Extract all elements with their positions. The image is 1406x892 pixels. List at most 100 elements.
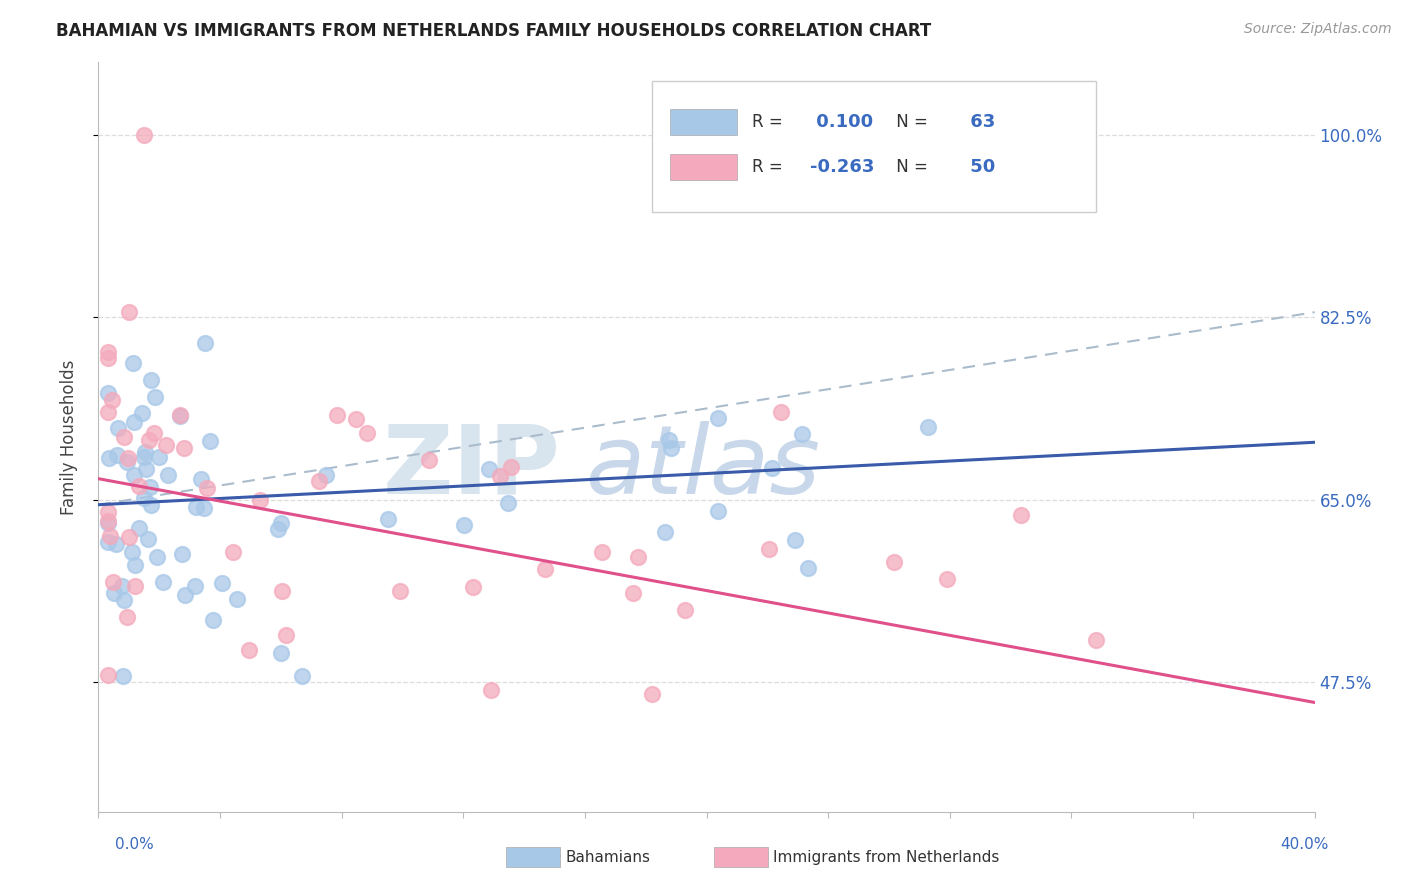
Point (96, 514, 118, 528)
Point (270, 584, 292, 599)
Point (138, 480, 160, 494)
Point (267, 522, 290, 536)
Point (883, 555, 905, 569)
Point (111, 579, 134, 593)
Point (534, 562, 557, 576)
Text: 0.100: 0.100 (810, 113, 873, 131)
Point (169, 409, 191, 424)
Text: 50: 50 (965, 159, 995, 177)
Text: Bahamians: Bahamians (565, 850, 650, 864)
Point (198, 434, 221, 448)
Point (134, 444, 156, 458)
Point (917, 419, 939, 434)
Point (152, 574, 174, 589)
Point (121, 545, 143, 559)
Point (761, 460, 783, 475)
Point (758, 542, 780, 557)
Point (1011, 508, 1033, 522)
Point (659, 441, 682, 455)
Point (117, 451, 139, 466)
Point (124, 558, 146, 573)
Point (124, 579, 146, 593)
Point (591, 544, 613, 558)
Point (98, 529, 121, 543)
Text: 63: 63 (965, 113, 995, 131)
Point (453, 517, 475, 532)
Text: -0.263: -0.263 (810, 159, 875, 177)
Point (128, 521, 150, 535)
Point (496, 496, 519, 510)
Point (238, 643, 260, 657)
Point (658, 434, 681, 448)
Point (169, 408, 191, 422)
Point (194, 336, 217, 351)
Point (143, 390, 166, 404)
Point (96, 668, 118, 682)
Point (790, 426, 813, 441)
Point (103, 585, 125, 599)
Point (96, 344, 118, 359)
Point (641, 687, 664, 701)
Point (173, 442, 195, 456)
Text: 40.0%: 40.0% (1281, 838, 1329, 852)
Point (673, 603, 696, 617)
Point (135, 462, 157, 476)
Y-axis label: Family Households: Family Households (59, 359, 77, 515)
Point (122, 415, 145, 429)
Point (270, 516, 292, 530)
Point (118, 305, 141, 319)
Point (132, 128, 155, 143)
Point (173, 588, 195, 602)
Point (463, 580, 485, 594)
Point (122, 356, 145, 370)
Point (1084, 632, 1107, 647)
Text: ZIP: ZIP (382, 420, 561, 514)
Point (104, 537, 127, 551)
Point (785, 533, 807, 548)
Point (107, 421, 129, 435)
Point (249, 493, 271, 508)
Point (155, 438, 177, 452)
Point (222, 545, 245, 559)
Point (706, 503, 728, 517)
Point (172, 547, 194, 561)
Text: 0.0%: 0.0% (115, 838, 155, 852)
Point (100, 392, 122, 407)
Point (184, 500, 207, 514)
Point (134, 491, 156, 505)
Point (499, 460, 522, 475)
Point (418, 453, 440, 467)
Text: Immigrants from Netherlands: Immigrants from Netherlands (773, 850, 1000, 864)
Point (190, 472, 212, 486)
Point (654, 525, 676, 540)
Point (291, 669, 314, 683)
Point (797, 561, 820, 575)
Point (193, 500, 215, 515)
FancyBboxPatch shape (652, 81, 1095, 212)
Point (117, 530, 139, 544)
Point (96, 516, 118, 530)
Point (115, 455, 138, 469)
Point (96, 505, 118, 519)
Point (136, 533, 159, 547)
Text: R =: R = (752, 113, 782, 131)
Point (105, 448, 128, 462)
Point (122, 468, 145, 483)
Point (141, 373, 163, 387)
Point (146, 550, 169, 565)
Point (377, 511, 399, 525)
Point (478, 461, 501, 475)
Point (148, 450, 170, 465)
Point (621, 585, 644, 599)
Point (96, 405, 118, 419)
Point (112, 592, 135, 607)
Point (112, 430, 135, 444)
Point (627, 549, 650, 564)
Point (308, 474, 330, 488)
Text: atlas: atlas (585, 420, 820, 514)
Point (769, 405, 792, 419)
Point (103, 575, 125, 590)
Point (96, 534, 118, 549)
Text: N =: N = (891, 159, 928, 177)
Point (276, 628, 298, 642)
